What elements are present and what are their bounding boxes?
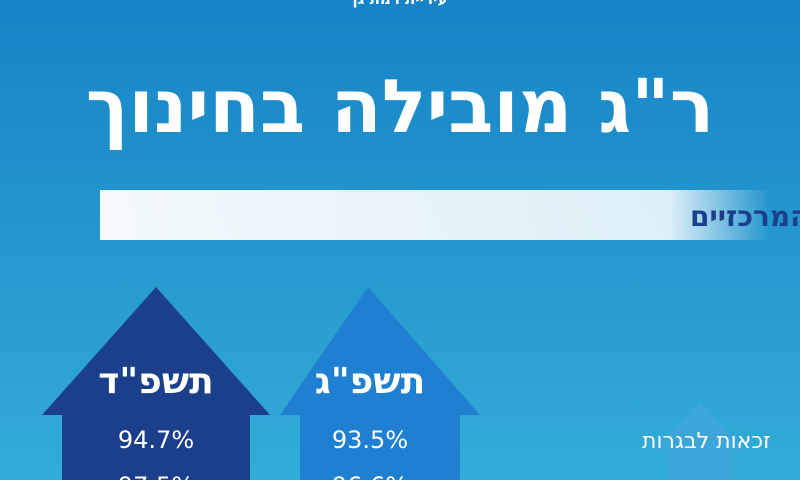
value: 93.5%	[332, 426, 408, 454]
value: 97.5%	[118, 472, 194, 480]
year-label: תשפ"ד	[98, 361, 214, 402]
organization: עיריית רמת גן	[353, 0, 448, 8]
arrow-year-2	[280, 287, 480, 480]
year-label: תשפ"ג	[315, 361, 425, 402]
metric-label: זכאות לבגרות	[642, 429, 771, 454]
value: 94.7%	[118, 426, 194, 454]
value: 96.6%	[332, 472, 408, 480]
subtitle-band	[100, 190, 770, 240]
subtitle: עלייה בכלל המדדים המרכזיים	[690, 200, 800, 233]
title: ר"ג מובילה בחינוך	[86, 64, 715, 150]
arrow-decoration	[655, 400, 745, 480]
arrow-year-1	[42, 287, 270, 480]
